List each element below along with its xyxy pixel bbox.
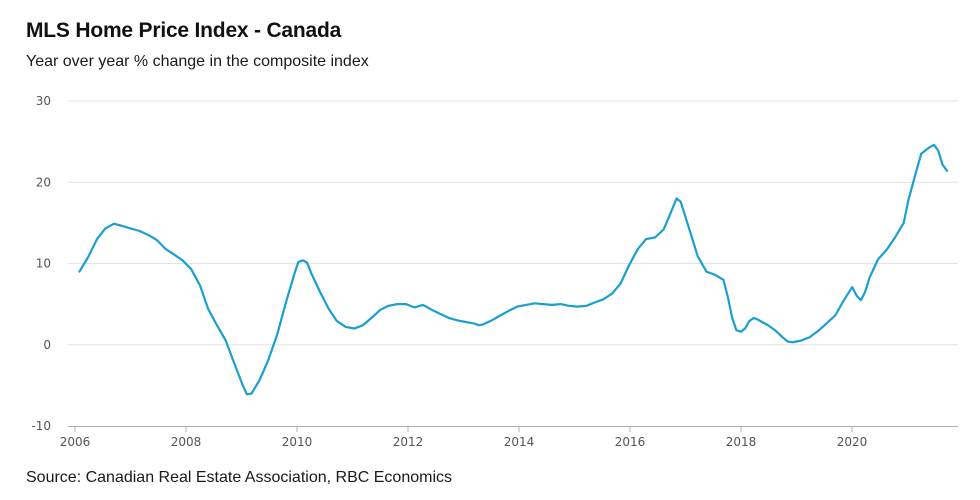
x-tick-label: 2020 [837,435,868,449]
y-tick-label: -10 [31,419,51,433]
grid-layer [68,100,958,346]
y-tick-label: 0 [43,338,51,352]
x-tick-label: 2018 [726,435,757,449]
x-tick-label: 2016 [615,435,646,449]
x-tick-label: 2010 [282,435,313,449]
chart-title: MLS Home Price Index - Canada [26,19,342,42]
chart-source: Source: Canadian Real Estate Association… [26,469,452,486]
x-tick-label: 2012 [393,435,424,449]
x-tick-label: 2008 [171,435,202,449]
series-layer [78,143,949,396]
chart-subtitle: Year over year % change in the composite… [26,53,369,70]
axis-layer: -10 0 10 20 30 2006 2008 2010 2012 2014 2016 2018 20… [31,94,958,449]
y-tick-label: 30 [36,94,51,108]
x-tick-label: 2006 [60,435,91,449]
series-line-0 [78,143,949,396]
x-tick-label: 2014 [504,435,535,449]
y-tick-label: 20 [36,175,51,189]
y-tick-label: 10 [36,257,51,271]
